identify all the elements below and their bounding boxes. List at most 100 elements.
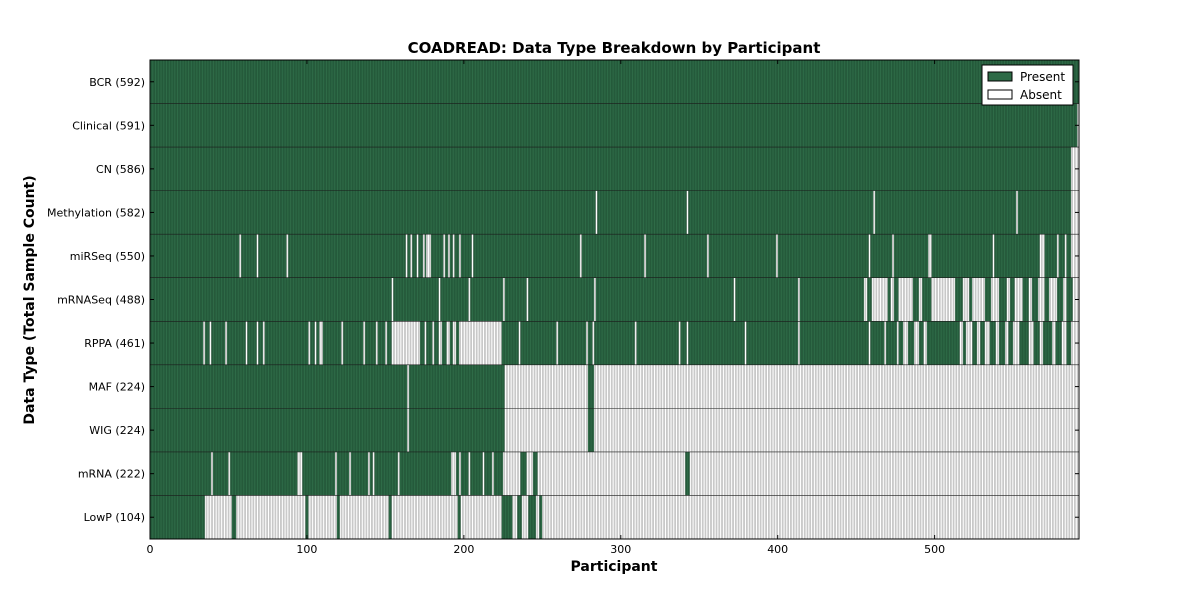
absent-cell xyxy=(526,277,529,322)
absent-cell-edges xyxy=(391,277,1078,322)
x-tick-label: 400 xyxy=(767,543,788,556)
absent-cell xyxy=(992,234,995,278)
absent-cell xyxy=(931,277,956,322)
absent-cell xyxy=(482,451,485,496)
absent-cell xyxy=(416,234,419,278)
absent-cell xyxy=(397,451,400,496)
absent-cell xyxy=(471,234,474,278)
absent-cell xyxy=(586,321,588,365)
legend-swatch xyxy=(987,89,1013,100)
absent-cell xyxy=(262,321,265,365)
heatmap-row xyxy=(150,277,1079,322)
y-tick-label: MAF (224) xyxy=(89,381,145,394)
absent-cell-edges xyxy=(407,408,1078,452)
heatmap-row xyxy=(150,233,1079,278)
absent-cell xyxy=(744,321,747,365)
absent-cell xyxy=(594,277,596,322)
absent-cell xyxy=(339,495,389,539)
absent-cell xyxy=(504,408,588,452)
absent-cell xyxy=(335,451,337,496)
absent-cell xyxy=(368,451,370,496)
absent-cell xyxy=(204,495,232,539)
absent-cell xyxy=(1028,321,1034,365)
absent-cell xyxy=(286,234,289,278)
absent-cell xyxy=(634,321,637,365)
absent-cell xyxy=(1014,277,1023,322)
absent-cell xyxy=(594,364,1079,409)
absent-cell xyxy=(468,277,471,322)
absent-cell xyxy=(556,321,559,365)
absent-cell xyxy=(314,321,317,365)
x-tick-label: 200 xyxy=(453,543,474,556)
absent-cell xyxy=(385,321,387,365)
absent-cell xyxy=(424,321,427,365)
absent-cell xyxy=(443,234,446,278)
absent-cell xyxy=(349,451,351,496)
absent-cell xyxy=(492,451,494,496)
absent-cell xyxy=(733,277,736,322)
absent-cell xyxy=(225,321,227,365)
absent-cell xyxy=(239,234,242,278)
absent-cell xyxy=(868,321,871,365)
absent-cell-edges xyxy=(203,321,1078,365)
absent-cell xyxy=(308,321,311,365)
absent-cell xyxy=(991,277,999,322)
absent-cell xyxy=(644,234,646,278)
absent-cell xyxy=(341,321,344,365)
y-tick-label: RPPA (461) xyxy=(84,337,145,350)
absent-cell xyxy=(423,234,425,278)
heatmap-row xyxy=(150,451,1079,496)
heatmap-row xyxy=(150,495,1079,539)
absent-cell xyxy=(228,451,231,496)
absent-cell xyxy=(1039,234,1045,278)
heatmap-row xyxy=(150,408,1079,452)
absent-cell xyxy=(503,451,521,496)
absent-cell xyxy=(375,321,378,365)
x-tick-label: 0 xyxy=(147,543,154,556)
chart-title: COADREAD: Data Type Breakdown by Partici… xyxy=(408,39,821,57)
x-axis-label: Participant xyxy=(571,559,658,575)
absent-cell xyxy=(686,190,689,235)
absent-cell xyxy=(407,408,409,452)
absent-cell xyxy=(512,495,518,539)
absent-cell xyxy=(707,234,709,278)
y-tick-label: WIG (224) xyxy=(89,424,145,437)
y-tick-label: miRSeq (550) xyxy=(70,250,145,263)
y-tick-label: Methylation (582) xyxy=(47,206,145,219)
absent-cell xyxy=(579,234,582,278)
plot-area xyxy=(149,59,1080,540)
absent-cell xyxy=(594,408,1079,452)
absent-cell xyxy=(459,234,461,278)
absent-cell-edges xyxy=(1070,147,1078,191)
absent-cell xyxy=(438,277,441,322)
absent-cell xyxy=(459,321,502,365)
y-tick-label: mRNASeq (488) xyxy=(57,294,145,307)
absent-cell xyxy=(297,451,303,496)
absent-cell-edges xyxy=(211,451,1078,496)
absent-cell xyxy=(459,451,461,496)
legend-swatch xyxy=(987,71,1013,82)
y-tick-label: CN (586) xyxy=(96,163,145,176)
absent-cell xyxy=(256,321,259,365)
absent-cell xyxy=(798,277,800,322)
absent-cell-edges xyxy=(239,234,1078,278)
y-tick-label: mRNA (222) xyxy=(78,468,145,481)
absent-cell xyxy=(776,234,778,278)
absent-cell-edges xyxy=(204,495,1078,539)
absent-cell xyxy=(1057,234,1059,278)
y-tick-label: Clinical (591) xyxy=(72,119,145,132)
x-tick-labels: 0 100 200 300 400 500 xyxy=(147,60,945,556)
absent-cell xyxy=(410,234,413,278)
heatmap-row xyxy=(150,320,1079,365)
absent-cell xyxy=(903,321,908,365)
y-tick-label: BCR (592) xyxy=(89,76,145,89)
absent-cell xyxy=(372,451,375,496)
absent-cell xyxy=(363,321,365,365)
absent-cell xyxy=(451,451,457,496)
absent-cell xyxy=(468,451,471,496)
absent-cell xyxy=(873,190,875,235)
x-tick-label: 300 xyxy=(610,543,631,556)
absent-cell xyxy=(211,451,213,496)
